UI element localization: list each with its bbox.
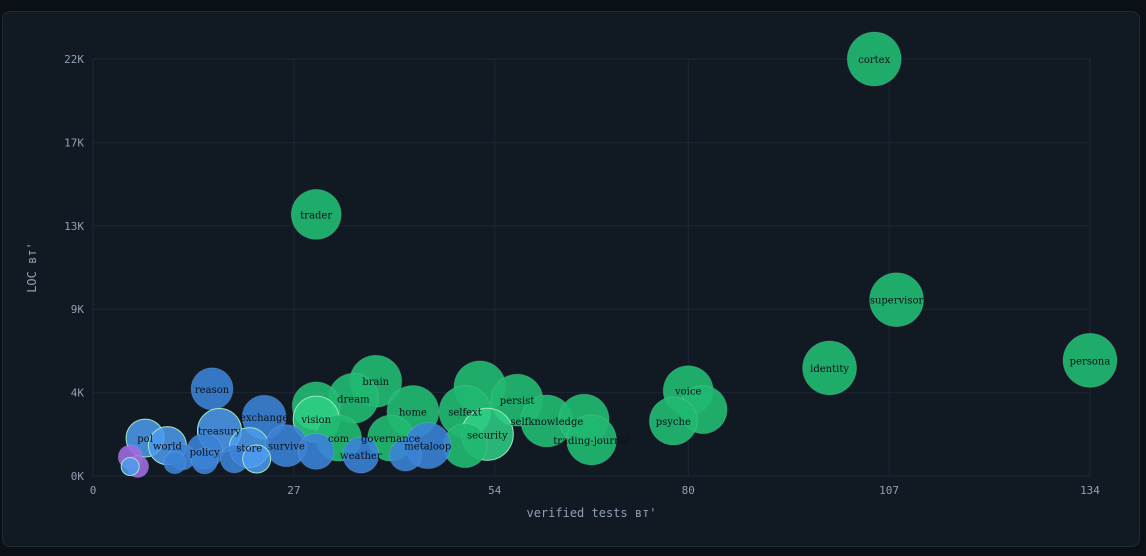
- bubble-label: persist: [500, 396, 535, 407]
- bubble-label: identity: [810, 364, 849, 375]
- bubble-label: dream: [337, 394, 370, 405]
- bubble-label: exchange: [240, 413, 288, 424]
- bubble-label: metaloop: [404, 442, 451, 453]
- bubble-label: governance: [361, 434, 420, 445]
- x-tick-label: 107: [879, 484, 899, 497]
- bubble-point[interactable]: [566, 414, 617, 466]
- bubble-label: cortex: [858, 55, 890, 66]
- bubble-label: voice: [674, 387, 701, 398]
- x-tick-label: 54: [488, 484, 502, 497]
- bubble-label: home: [399, 408, 427, 419]
- bubble-label: reason: [195, 385, 230, 396]
- bubble-point[interactable]: [342, 436, 380, 474]
- y-tick-label: 9K: [71, 303, 85, 316]
- bubble-label: selfext: [448, 408, 482, 419]
- bubble-label: store: [236, 444, 262, 455]
- bubble-label: selfknowledge: [510, 417, 583, 428]
- x-tick-label: 0: [90, 484, 97, 497]
- bubble-label: vision: [300, 415, 331, 426]
- y-tick-label: 13K: [64, 220, 84, 233]
- bubble-point[interactable]: [120, 457, 140, 477]
- y-axis-title: LOC вт': [25, 242, 39, 293]
- x-tick-label: 27: [287, 484, 300, 497]
- bubble-label: supervisor: [870, 296, 924, 307]
- bubble-label: world: [153, 442, 183, 453]
- bubble-label: trader: [300, 210, 332, 221]
- bubble-label: security: [467, 430, 508, 441]
- bubble-point[interactable]: [869, 272, 925, 328]
- x-tick-label: 134: [1080, 484, 1100, 497]
- bubble-label: brain: [362, 377, 389, 388]
- bubble-point[interactable]: [242, 444, 272, 474]
- bubble-label: psyche: [656, 417, 691, 428]
- y-tick-label: 0K: [71, 470, 85, 483]
- x-axis-title: verified tests вт': [526, 506, 656, 520]
- bubble-point[interactable]: [388, 438, 422, 472]
- bubble-point[interactable]: [846, 31, 902, 87]
- bubble-point[interactable]: [297, 432, 335, 470]
- bubble-label: pol: [137, 434, 153, 445]
- bubble-point[interactable]: [290, 188, 342, 240]
- bubble-label: weather: [340, 451, 382, 462]
- bubble-point[interactable]: [191, 447, 219, 475]
- bubble-point[interactable]: [648, 396, 698, 446]
- bubble-label: survive: [268, 442, 305, 453]
- bubble-label: com: [328, 434, 350, 445]
- bubble-label: trading-journal: [553, 436, 630, 447]
- bubble-point[interactable]: [802, 340, 858, 396]
- y-tick-label: 4K: [71, 387, 85, 400]
- bubble-point[interactable]: [1062, 332, 1118, 388]
- y-tick-label: 17K: [64, 136, 84, 149]
- bubble-point[interactable]: [163, 451, 187, 475]
- y-tick-label: 22K: [64, 53, 84, 66]
- bubble-label: treasury: [198, 427, 241, 438]
- x-tick-label: 80: [682, 484, 695, 497]
- bubble-label: policy: [190, 447, 220, 458]
- bubble-label: persona: [1070, 356, 1111, 367]
